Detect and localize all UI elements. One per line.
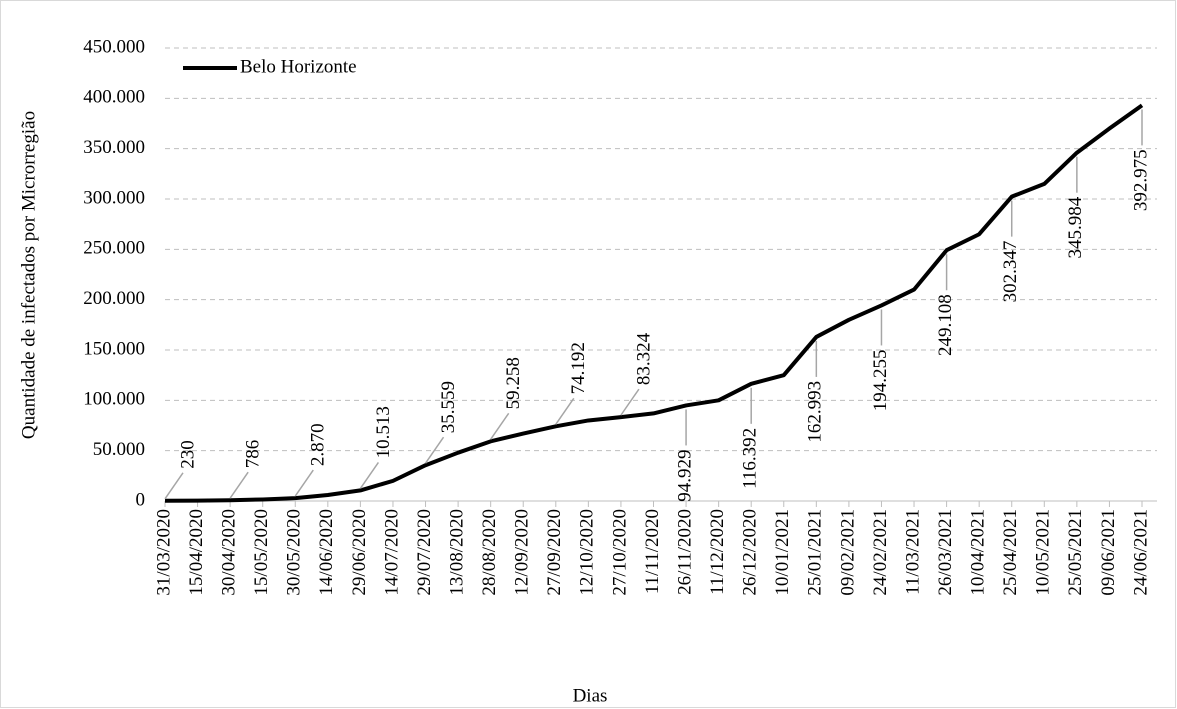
label-leader: [294, 469, 314, 497]
data-label: 162.993: [805, 381, 826, 443]
y-tick-label: 250.000: [83, 238, 145, 259]
x-tick-label: 11/03/2021: [902, 509, 923, 595]
x-tick-label: 25/01/2021: [805, 509, 826, 596]
label-leader: [555, 397, 575, 425]
x-tick-label: 15/05/2020: [251, 509, 272, 596]
y-tick-label: 300.000: [83, 187, 145, 208]
x-tick-label: 26/11/2020: [674, 509, 695, 595]
x-tick-label: 13/08/2020: [446, 509, 467, 596]
x-tick-label: 25/05/2021: [1065, 509, 1086, 596]
data-label: 116.392: [740, 428, 761, 489]
data-label: 59.258: [503, 357, 524, 409]
x-tick-label: 11/12/2020: [707, 509, 728, 595]
x-tick-label: 27/10/2020: [609, 509, 630, 596]
x-tick-label: 30/04/2020: [218, 509, 239, 596]
x-tick-label: 30/05/2020: [284, 509, 305, 596]
label-leader: [490, 412, 510, 440]
data-label: 94.929: [674, 449, 695, 501]
x-tick-label: 29/07/2020: [414, 509, 435, 596]
data-label: 249.108: [935, 294, 956, 356]
y-tick-label: 0: [136, 489, 146, 510]
x-tick-label: 26/03/2021: [935, 509, 956, 596]
x-tick-label: 10/05/2021: [1033, 509, 1054, 596]
x-axis-title: Dias: [573, 685, 608, 706]
y-tick-label: 50.000: [93, 439, 145, 460]
y-tick-label: 100.000: [83, 389, 145, 410]
x-tick-label: 09/02/2021: [837, 509, 858, 596]
data-label: 392.975: [1130, 149, 1151, 211]
x-tick-label: 10/04/2021: [968, 509, 989, 596]
x-tick-label: 09/06/2021: [1098, 509, 1119, 596]
x-tick-label: 14/07/2020: [381, 509, 402, 596]
x-tick-label: 12/09/2020: [512, 509, 533, 596]
x-tick-label: 25/04/2021: [1000, 509, 1021, 596]
x-tick-label: 10/01/2021: [772, 509, 793, 596]
y-tick-label: 200.000: [83, 288, 145, 309]
legend-label: Belo Horizonte: [240, 56, 357, 77]
data-label: 10.513: [373, 406, 394, 458]
data-label: 2.870: [308, 423, 329, 466]
label-leader: [164, 472, 184, 500]
data-label: 345.984: [1065, 196, 1086, 258]
data-label: 194.255: [870, 349, 891, 411]
x-tick-label: 24/02/2021: [870, 509, 891, 596]
data-label: 35.559: [438, 381, 459, 433]
x-tick-label: 27/09/2020: [544, 509, 565, 596]
label-leader: [359, 461, 380, 489]
x-tick-label: 24/06/2021: [1130, 509, 1151, 596]
data-label: 74.192: [568, 342, 589, 394]
x-tick-label: 14/06/2020: [316, 509, 337, 596]
x-tick-label: 31/03/2020: [153, 509, 174, 596]
data-label: 83.324: [633, 332, 654, 385]
y-tick-label: 450.000: [83, 36, 145, 57]
label-leader: [620, 388, 640, 416]
label-leader: [424, 436, 445, 464]
x-tick-label: 15/04/2020: [186, 509, 207, 596]
x-tick-label: 11/11/2020: [642, 509, 663, 594]
series-line: [164, 103, 1144, 503]
label-leader: [229, 471, 249, 499]
x-tick-label: 12/10/2020: [577, 509, 598, 596]
y-tick-label: 350.000: [83, 137, 145, 158]
y-tick-label: 400.000: [83, 87, 145, 108]
y-axis-title: Quantidade de infectados por Microrregiã…: [18, 111, 39, 439]
x-tick-label: 29/06/2020: [349, 509, 370, 596]
data-label: 230: [177, 440, 198, 469]
data-label: 786: [242, 440, 263, 469]
data-label: 302.347: [1000, 241, 1021, 303]
x-tick-label: 28/08/2020: [479, 509, 500, 596]
y-tick-label: 150.000: [83, 338, 145, 359]
x-tick-label: 26/12/2020: [740, 509, 761, 596]
